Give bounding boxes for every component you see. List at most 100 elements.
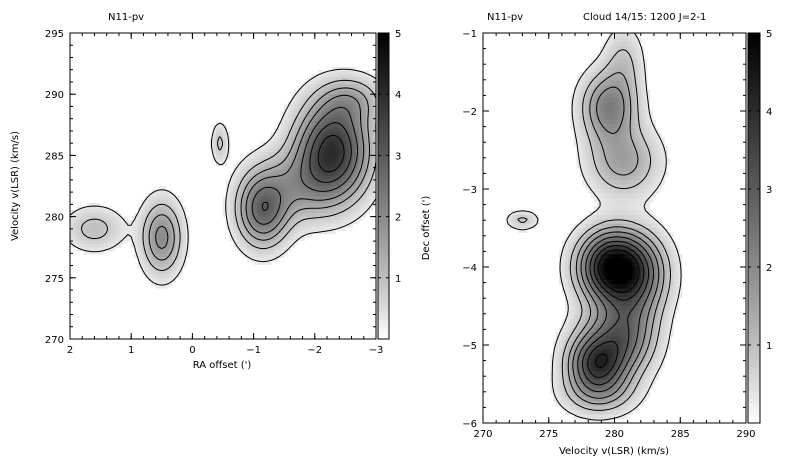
heatmap-cell bbox=[250, 250, 255, 255]
heatmap-cell bbox=[304, 169, 309, 173]
heatmap-cell bbox=[284, 111, 289, 116]
heatmap-cell bbox=[620, 206, 624, 212]
heatmap-cell bbox=[608, 141, 613, 147]
heatmap-cell bbox=[158, 192, 163, 197]
heatmap-cell bbox=[348, 162, 353, 167]
heatmap-cell bbox=[172, 257, 176, 262]
heatmap-cell bbox=[294, 233, 299, 238]
heatmap-cell bbox=[588, 132, 592, 138]
heatmap-cell bbox=[655, 167, 659, 173]
heatmap-cell bbox=[643, 137, 648, 142]
heatmap-cell bbox=[658, 241, 662, 246]
heatmap-cell bbox=[318, 94, 323, 99]
heatmap-cell bbox=[372, 135, 377, 139]
heatmap-cell bbox=[291, 145, 295, 150]
heatmap-cell bbox=[148, 206, 153, 211]
heatmap-cell bbox=[640, 293, 645, 298]
heatmap-cell bbox=[640, 124, 645, 129]
heatmap-cell bbox=[362, 206, 367, 211]
heatmap-cell bbox=[328, 216, 333, 221]
heatmap-cell bbox=[643, 323, 648, 329]
heatmap-cell bbox=[634, 358, 639, 363]
heatmap-cell bbox=[629, 297, 633, 303]
heatmap-cell bbox=[308, 175, 312, 180]
heatmap-cell bbox=[151, 257, 156, 262]
heatmap-cell bbox=[608, 241, 613, 246]
heatmap-cell bbox=[100, 216, 105, 221]
heatmap-cell bbox=[570, 293, 575, 298]
heatmap-cell bbox=[632, 258, 636, 264]
heatmap-cell bbox=[311, 135, 316, 139]
heatmap-cell bbox=[257, 148, 261, 153]
heatmap-cell bbox=[608, 124, 613, 129]
heatmap-cell bbox=[297, 237, 302, 241]
heatmap-cell bbox=[352, 101, 357, 105]
heatmap-cell bbox=[658, 167, 662, 173]
heatmap-cell bbox=[623, 106, 627, 112]
heatmap-cell bbox=[287, 107, 292, 112]
heatmap-cell bbox=[301, 169, 306, 173]
heatmap-cell bbox=[372, 172, 377, 177]
heatmap-cell bbox=[614, 63, 619, 69]
heatmap-cell bbox=[646, 180, 651, 186]
heatmap-cell bbox=[611, 184, 616, 190]
heatmap-cell bbox=[161, 250, 166, 255]
heatmap-cell bbox=[223, 148, 227, 153]
heatmap-cell bbox=[591, 85, 595, 90]
heatmap-cell bbox=[655, 158, 659, 164]
heatmap-cell bbox=[318, 101, 323, 105]
heatmap-cell bbox=[270, 158, 275, 163]
heatmap-cell bbox=[291, 104, 295, 109]
heatmap-cell bbox=[250, 158, 255, 163]
heatmap-cell bbox=[602, 353, 607, 359]
heatmap-cell bbox=[144, 203, 149, 207]
heatmap-cell bbox=[291, 203, 295, 207]
heatmap-cell bbox=[634, 241, 639, 246]
heatmap-cell bbox=[331, 73, 336, 78]
heatmap-cell bbox=[359, 199, 363, 204]
heatmap-cell bbox=[643, 102, 648, 108]
heatmap-cell bbox=[582, 275, 586, 281]
heatmap-cell bbox=[311, 111, 316, 116]
heatmap-cell bbox=[661, 327, 665, 333]
heatmap-cell bbox=[362, 111, 367, 116]
heatmap-cell bbox=[342, 172, 346, 177]
heatmap-cell bbox=[634, 314, 639, 320]
heatmap-cell bbox=[359, 97, 363, 102]
heatmap-cell bbox=[325, 196, 329, 201]
heatmap-cell bbox=[342, 138, 346, 143]
heatmap-cell bbox=[151, 209, 156, 214]
heatmap-cell bbox=[301, 162, 306, 167]
heatmap-cell bbox=[280, 220, 285, 224]
heatmap-cell bbox=[626, 76, 630, 82]
heatmap-cell bbox=[632, 102, 636, 108]
heatmap-cell bbox=[121, 230, 125, 235]
heatmap-cell bbox=[646, 206, 651, 212]
heatmap-cell bbox=[314, 189, 319, 194]
heatmap-cell bbox=[253, 169, 258, 173]
heatmap-cell bbox=[87, 220, 91, 224]
heatmap-cell bbox=[335, 199, 340, 204]
heatmap-cell bbox=[314, 118, 319, 122]
heatmap-cell bbox=[311, 216, 316, 221]
heatmap-cell bbox=[588, 184, 592, 190]
heatmap-cell bbox=[526, 210, 531, 216]
heatmap-cell bbox=[617, 288, 621, 294]
heatmap-cell bbox=[640, 54, 645, 60]
heatmap-cell bbox=[643, 215, 648, 220]
heatmap-cell bbox=[342, 223, 346, 228]
heatmap-cell bbox=[178, 209, 183, 214]
heatmap-cell bbox=[76, 237, 81, 241]
contour-line bbox=[261, 122, 352, 212]
heatmap-cell bbox=[602, 106, 607, 112]
heatmap-cell bbox=[664, 258, 668, 264]
heatmap-cell bbox=[335, 179, 340, 184]
heatmap-cell bbox=[369, 124, 374, 129]
heatmap-cell bbox=[582, 319, 586, 324]
heatmap-cell bbox=[611, 189, 616, 194]
heatmap-cell bbox=[594, 267, 598, 272]
heatmap-cell bbox=[585, 288, 589, 294]
heatmap-cell bbox=[328, 209, 333, 214]
heatmap-cell bbox=[658, 145, 662, 151]
heatmap-cell bbox=[328, 203, 333, 207]
